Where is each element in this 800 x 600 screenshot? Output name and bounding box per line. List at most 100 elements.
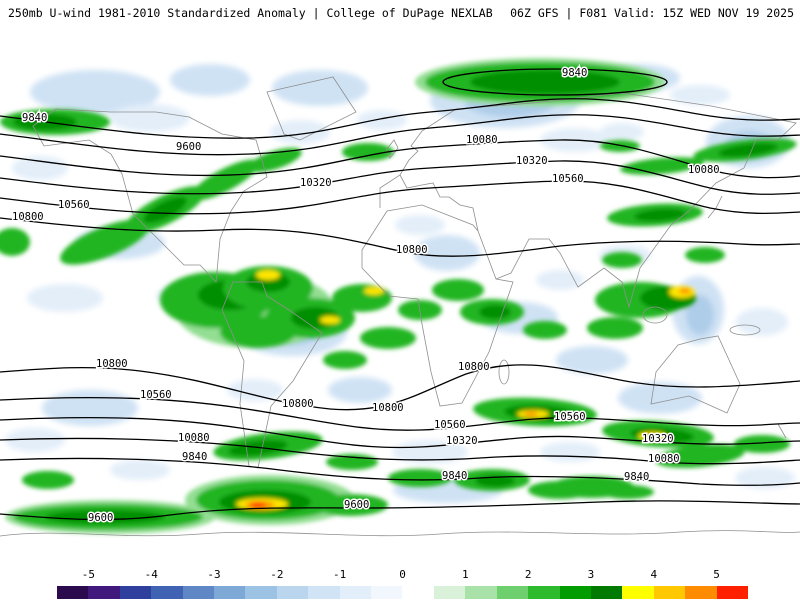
anomaly-colorbar: -5 -4 -3 -2 -1 0 1 2 3 4 5: [57, 568, 748, 600]
contour-label: 9600: [344, 499, 369, 511]
map-shape: [0, 364, 800, 411]
map-shape: [718, 143, 778, 157]
map-shape: [0, 500, 800, 521]
map-shape: [686, 295, 714, 335]
map-shape: [22, 471, 74, 489]
map-shape: [110, 460, 170, 480]
contour-label: 10320: [446, 435, 478, 447]
map-shape: [0, 396, 800, 431]
contour-label: 10080: [648, 453, 680, 465]
contour-label: 9600: [176, 141, 201, 153]
map-shape: [540, 442, 600, 462]
map-shape: [30, 70, 160, 114]
colorbar-segment: [245, 586, 277, 599]
contour-label: 9840: [562, 67, 587, 79]
map-shape: [442, 68, 668, 96]
map-shape: [328, 377, 392, 403]
map-shape: [364, 287, 384, 295]
map-shape: [266, 76, 357, 141]
map-shape: [361, 204, 514, 407]
map-shape: [735, 467, 795, 489]
map-shape: [270, 120, 330, 144]
map-shape: [246, 272, 290, 292]
map-shape: [12, 156, 68, 180]
map-shape: [272, 70, 368, 106]
colorbar-tick-label: 4: [650, 568, 658, 581]
map-shape: [0, 139, 800, 179]
colorbar-tick-label: -4: [144, 568, 158, 581]
colorbar-segment: [622, 586, 654, 599]
map-shape: [556, 346, 628, 374]
map-shape: [256, 270, 280, 280]
map-shape: [27, 284, 103, 312]
colorbar-segment: [496, 586, 529, 599]
map-shape: [360, 327, 416, 349]
colorbar-segment: [339, 586, 372, 599]
map-shape: [0, 180, 800, 215]
contour-label: 10560: [434, 419, 466, 431]
map-shape: [707, 195, 723, 219]
colorbar-tick-label: 2: [524, 568, 532, 581]
map-shape: [655, 444, 745, 468]
map-shape: [357, 110, 407, 130]
contour-label: 10800: [12, 211, 44, 223]
colorbar-ticks: -5 -4 -3 -2 -1 0 1 2 3 4 5: [57, 568, 748, 584]
contour-labels: 9840 9840 9600 10080 10080 10320 10320 10560 105…: [11, 66, 722, 526]
contour-label: 10800: [96, 358, 128, 370]
map-shape: [170, 64, 250, 96]
map-shape: [414, 235, 480, 271]
map-shape: [143, 196, 187, 224]
map-shape: [777, 423, 787, 439]
map-shape: [644, 433, 656, 439]
colorbar-tick-label: -1: [333, 568, 347, 581]
contour-label: 10800: [372, 402, 404, 414]
contour-label: 10320: [516, 155, 548, 167]
contour-label: 10800: [458, 361, 490, 373]
map-shape: [248, 147, 302, 173]
contour-label: 10560: [140, 389, 172, 401]
map-shape: [650, 335, 741, 414]
colorbar-segment: [308, 586, 340, 599]
colorbar-segment: [433, 586, 466, 599]
map-shape: [323, 351, 367, 369]
contour-label: 9840: [624, 471, 649, 483]
map-shape: [729, 324, 761, 336]
colorbar-segment: [88, 586, 120, 599]
title-bar: 250mb U-wind 1981-2010 Standardized Anom…: [8, 6, 794, 20]
contour-label: 10080: [688, 164, 720, 176]
map-shape: [45, 510, 165, 524]
map-shape: [734, 435, 790, 453]
colorbar-segments: [57, 586, 748, 599]
colorbar-segment: [276, 586, 309, 599]
height-contours: [0, 68, 800, 521]
product-title: 250mb U-wind 1981-2010 Standardized Anom…: [8, 6, 493, 20]
contour-label: 9840: [442, 470, 467, 482]
map-shape: [395, 215, 445, 235]
map-shape: [0, 530, 800, 537]
positive-anomaly-shading: [0, 58, 797, 534]
map-shape: [634, 208, 686, 222]
colorbar-segment: [214, 586, 246, 599]
map-shape: [600, 140, 640, 152]
contour-label: 10080: [178, 432, 210, 444]
map-shape: [0, 160, 800, 195]
map-shape: [0, 228, 30, 256]
colorbar-segment: [653, 586, 686, 599]
colorbar-segment: [528, 586, 560, 599]
map-shape: [388, 469, 452, 487]
run-valid-info: 06Z GFS | F081 Valid: 15Z WED NOV 19 202…: [510, 6, 794, 20]
colorbar-segment: [716, 586, 748, 599]
colorbar-tick-label: -3: [207, 568, 221, 581]
map-shape: [0, 98, 800, 139]
map-shape: [332, 284, 392, 312]
contour-label: 10800: [396, 244, 428, 256]
map-shape: [326, 454, 378, 470]
contour-label: 10800: [282, 398, 314, 410]
colorbar-tick-label: 5: [713, 568, 720, 581]
colorbar-segment: [590, 586, 623, 599]
map-shape: [220, 316, 296, 348]
colorbar-segment: [57, 586, 89, 599]
map-shape: [320, 316, 340, 324]
